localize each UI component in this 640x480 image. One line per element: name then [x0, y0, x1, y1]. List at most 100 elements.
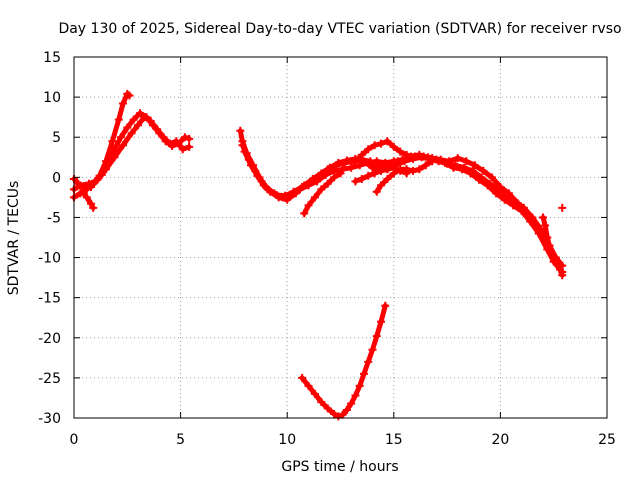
data-point-marker: [338, 165, 347, 174]
data-point-marker: [364, 171, 373, 180]
data-point-marker: [185, 134, 194, 143]
data-point-marker: [402, 150, 411, 159]
data-point-marker: [140, 113, 149, 122]
series-track-l: [540, 214, 552, 249]
data-point-marker: [383, 165, 392, 174]
y-tick-label: 0: [52, 170, 61, 186]
data-point-marker: [185, 142, 194, 151]
data-point-marker: [108, 137, 117, 146]
series-trace: [352, 138, 416, 164]
data-point-marker: [377, 317, 386, 326]
data-point-marker: [101, 165, 110, 174]
series-trace: [540, 214, 552, 249]
y-tick-label: -20: [38, 331, 61, 347]
data-point-marker: [415, 165, 424, 174]
data-point-marker: [355, 381, 364, 390]
data-point-marker: [338, 410, 347, 419]
data-point-marker: [74, 179, 83, 188]
data-point-marker: [304, 201, 313, 210]
data-point-marker: [383, 137, 392, 146]
data-point-marker: [496, 182, 505, 191]
data-point-marker: [547, 249, 556, 258]
data-point-marker: [347, 399, 356, 408]
data-point-marker: [364, 145, 373, 154]
data-point-marker: [377, 181, 386, 190]
data-point-marker: [408, 153, 417, 162]
data-point-marker: [317, 169, 326, 178]
chart-title: Day 130 of 2025, Sidereal Day-to-day VTE…: [58, 21, 621, 37]
data-point-marker: [351, 391, 360, 400]
data-point-marker: [136, 109, 145, 118]
x-tick-label: 25: [598, 432, 616, 448]
data-point-marker: [419, 152, 428, 161]
data-point-marker: [545, 241, 554, 250]
x-axis-label: GPS time / hours: [281, 459, 398, 475]
data-point-marker: [87, 199, 96, 208]
y-tick-label: -25: [38, 371, 61, 387]
data-point-marker: [125, 91, 134, 100]
data-point-marker: [485, 179, 494, 188]
data-point-marker: [330, 173, 339, 182]
data-point-marker: [389, 169, 398, 178]
data-point-marker: [323, 179, 332, 188]
data-point-marker: [372, 332, 381, 341]
data-point-marker: [487, 173, 496, 182]
data-point-marker: [530, 221, 539, 230]
data-point-marker: [89, 203, 98, 212]
data-point-marker: [479, 166, 488, 175]
data-point-marker: [381, 301, 390, 310]
data-point-marker: [274, 193, 283, 202]
data-point-marker: [541, 221, 550, 230]
data-point-marker: [451, 161, 460, 170]
data-point-marker: [308, 174, 317, 183]
data-point-marker: [310, 389, 319, 398]
y-tick-label: -15: [38, 291, 61, 307]
data-point-marker: [462, 157, 471, 166]
data-point-marker: [470, 161, 479, 170]
y-tick-labels: -30 -25 -20 -15 -10 -5 0 5 10 15: [38, 50, 61, 427]
x-tick-label: 15: [385, 432, 403, 448]
data-point-marker: [521, 209, 530, 218]
data-point-marker: [357, 150, 366, 159]
data-point-marker: [394, 157, 403, 166]
data-point-marker: [236, 126, 245, 135]
x-tick-labels: 0 5 10 15 20 25: [70, 432, 616, 448]
data-point-marker: [402, 165, 411, 174]
data-point-marker: [445, 157, 454, 166]
data-point-marker: [180, 133, 189, 142]
data-point-marker: [325, 163, 334, 172]
data-point-marker: [368, 163, 377, 172]
data-point-marker: [146, 117, 155, 126]
data-point-marker: [246, 161, 255, 170]
data-point-marker: [123, 123, 132, 132]
data-point-marker: [558, 271, 567, 280]
data-point-marker: [300, 209, 309, 218]
data-point-marker: [500, 195, 509, 204]
data-point-marker: [78, 187, 87, 196]
data-point-marker: [330, 409, 339, 418]
data-point-marker: [389, 142, 398, 151]
data-point-marker: [347, 163, 356, 172]
data-point-marker: [359, 157, 368, 166]
x-tick-label: 0: [70, 432, 79, 448]
data-point-marker: [342, 156, 351, 165]
y-tick-label: 5: [52, 130, 61, 146]
data-point-marker: [504, 189, 513, 198]
data-point-marker: [370, 169, 379, 178]
data-point-marker: [159, 133, 168, 142]
data-point-marker: [310, 193, 319, 202]
data-points: [70, 89, 567, 421]
series-trace: [242, 149, 565, 278]
axis-ticks: [73, 56, 608, 419]
data-point-marker: [93, 175, 102, 184]
data-point-marker: [114, 115, 123, 124]
data-point-marker: [383, 174, 392, 183]
data-point-marker: [238, 141, 247, 150]
data-point-marker: [116, 133, 125, 142]
data-point-marker: [396, 147, 405, 156]
series-track-k: [352, 138, 416, 164]
y-tick-label: -30: [38, 411, 61, 427]
data-point-marker: [342, 405, 351, 414]
plot-frame: [73, 56, 608, 419]
data-point-marker: [357, 174, 366, 183]
